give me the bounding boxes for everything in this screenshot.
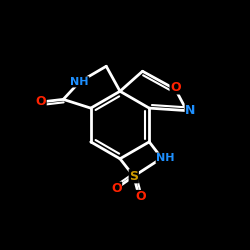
Text: O: O bbox=[170, 81, 181, 94]
Text: N: N bbox=[185, 104, 196, 117]
Text: NH: NH bbox=[70, 77, 89, 87]
Text: O: O bbox=[111, 182, 122, 195]
Text: NH: NH bbox=[156, 153, 175, 163]
Text: O: O bbox=[136, 190, 146, 203]
Text: S: S bbox=[129, 170, 138, 183]
Text: O: O bbox=[36, 95, 46, 108]
